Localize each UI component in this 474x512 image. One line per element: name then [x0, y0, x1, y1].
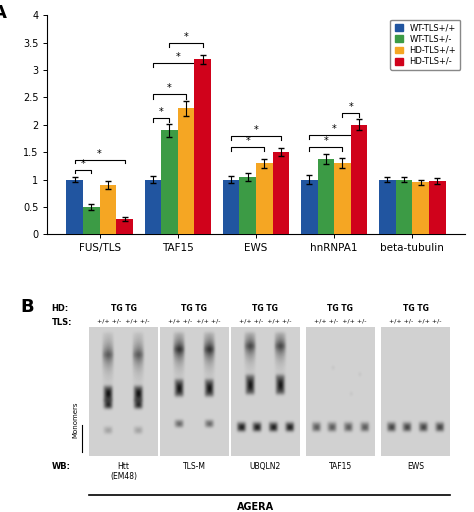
- Bar: [161, 130, 178, 234]
- Text: A: A: [0, 5, 7, 23]
- Bar: [351, 125, 367, 234]
- Text: +/+ +/-  +/+ +/-: +/+ +/- +/+ +/-: [314, 318, 367, 323]
- Text: AGERA: AGERA: [237, 502, 274, 511]
- Text: HD:: HD:: [52, 304, 69, 313]
- Text: B: B: [20, 298, 34, 316]
- Text: *: *: [81, 159, 85, 168]
- Bar: [301, 180, 318, 234]
- Bar: [412, 182, 429, 234]
- Text: *: *: [332, 123, 337, 134]
- Text: EWS: EWS: [407, 462, 424, 471]
- Bar: [256, 163, 273, 234]
- Text: *: *: [97, 149, 102, 159]
- Text: *: *: [348, 102, 353, 112]
- Bar: [334, 163, 351, 234]
- Bar: [83, 207, 100, 234]
- Text: *: *: [184, 32, 189, 41]
- Text: TAF15: TAF15: [329, 462, 352, 471]
- Bar: [100, 185, 116, 234]
- Text: Htt
(EM48): Htt (EM48): [110, 462, 137, 481]
- Text: TG TG: TG TG: [402, 304, 428, 313]
- Bar: [396, 180, 412, 234]
- Text: +/+ +/-  +/+ +/-: +/+ +/- +/+ +/-: [389, 318, 442, 323]
- Text: *: *: [245, 136, 250, 146]
- Bar: [66, 180, 83, 234]
- Bar: [273, 152, 289, 234]
- Text: TG TG: TG TG: [110, 304, 137, 313]
- Legend: WT-TLS+/+, WT-TLS+/-, HD-TLS+/+, HD-TLS+/-: WT-TLS+/+, WT-TLS+/-, HD-TLS+/+, HD-TLS+…: [391, 19, 460, 70]
- Text: TLS:: TLS:: [52, 318, 72, 327]
- Text: TG TG: TG TG: [328, 304, 353, 313]
- Bar: [178, 109, 194, 234]
- Text: *: *: [167, 83, 172, 93]
- Bar: [429, 181, 446, 234]
- Bar: [379, 180, 396, 234]
- Text: *: *: [254, 124, 258, 135]
- Text: TG TG: TG TG: [182, 304, 207, 313]
- Bar: [239, 177, 256, 234]
- Text: Monomers: Monomers: [73, 401, 79, 438]
- Bar: [145, 180, 161, 234]
- Bar: [223, 180, 239, 234]
- Text: TLS-M: TLS-M: [183, 462, 206, 471]
- Bar: [194, 59, 211, 234]
- Bar: [318, 159, 334, 234]
- Text: *: *: [323, 136, 328, 146]
- Text: TG TG: TG TG: [253, 304, 278, 313]
- Text: *: *: [175, 52, 180, 62]
- Text: *: *: [159, 106, 164, 117]
- Text: +/+ +/-  +/+ +/-: +/+ +/- +/+ +/-: [97, 318, 150, 323]
- Text: UBQLN2: UBQLN2: [250, 462, 281, 471]
- Text: WB:: WB:: [52, 462, 71, 471]
- Bar: [116, 219, 133, 234]
- Text: +/+ +/-  +/+ +/-: +/+ +/- +/+ +/-: [168, 318, 221, 323]
- Text: +/+ +/-  +/+ +/-: +/+ +/- +/+ +/-: [239, 318, 292, 323]
